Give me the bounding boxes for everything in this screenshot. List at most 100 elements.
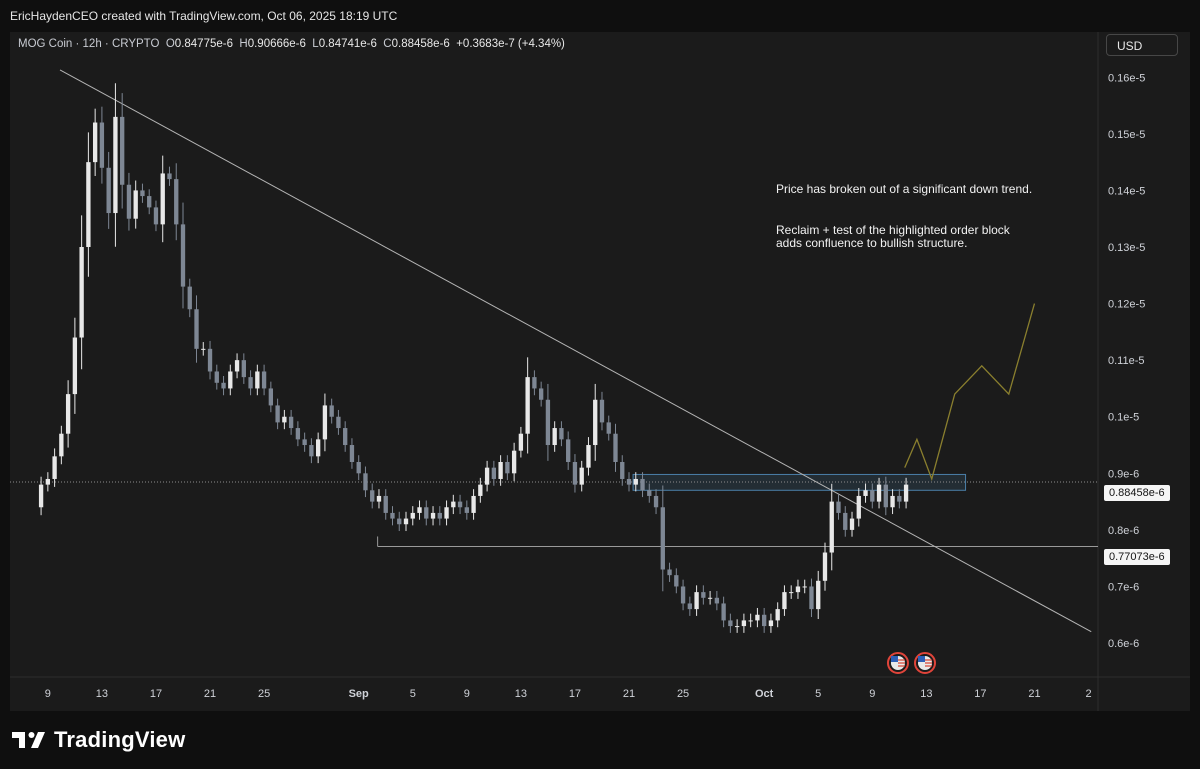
candle-body	[295, 428, 301, 440]
y-tick-label: 0.7e-6	[1108, 581, 1139, 593]
candle-body	[782, 592, 787, 610]
candle-body	[775, 609, 780, 621]
candle-body	[836, 501, 841, 513]
candle-body	[349, 445, 355, 462]
candle-body	[52, 456, 57, 479]
candle-body	[484, 467, 490, 485]
y-tick-label: 0.1e-5	[1108, 412, 1139, 424]
candle-body	[140, 190, 145, 197]
candle-body	[248, 377, 253, 389]
candle-body	[167, 173, 172, 180]
candle-body	[356, 462, 361, 474]
candle-body	[234, 360, 240, 372]
candle-body	[99, 122, 105, 168]
candle-body	[809, 586, 814, 610]
candle-body	[816, 580, 821, 610]
x-tick-label: 21	[1028, 688, 1040, 700]
y-tick-label: 0.13e-5	[1108, 242, 1145, 254]
annotation-breakout: Price has broken out of a significant do…	[776, 182, 1033, 196]
candle-body	[802, 586, 807, 588]
candle-body	[214, 371, 219, 383]
candle-body	[160, 173, 165, 225]
x-tick-label: 17	[974, 688, 986, 700]
level-price-tag: 0.77073e-6	[1104, 549, 1170, 565]
chart-panel[interactable]: 0.16e-5 0.15e-5 0.14e-5 0.13e-5 0.12e-5 0.11e…	[10, 32, 1190, 711]
us-flag-canton	[890, 656, 898, 662]
candle-body	[579, 467, 584, 485]
candle-body	[593, 399, 598, 446]
tradingview-logo[interactable]: TradingView	[12, 727, 185, 753]
candle-body	[741, 620, 747, 627]
candle-body	[288, 416, 294, 429]
open-key: O	[165, 38, 175, 50]
candle-body	[59, 433, 64, 457]
tradingview-wordmark: TradingView	[54, 727, 186, 752]
y-tick-label: 0.15e-5	[1108, 129, 1145, 141]
candle-body	[599, 399, 605, 423]
candle-body	[430, 512, 436, 519]
candle-body	[478, 484, 483, 496]
candle-body	[207, 348, 213, 372]
y-tick-label: 0.14e-5	[1108, 185, 1145, 197]
candle-body	[410, 512, 415, 519]
price-chart[interactable]: 0.16e-5 0.15e-5 0.14e-5 0.13e-5 0.12e-5 0.11e…	[10, 32, 1190, 711]
x-tick-label: 25	[677, 688, 689, 700]
credit-text: EricHaydenCEO created with TradingView.c…	[10, 9, 398, 23]
candle-body	[762, 614, 767, 627]
x-tick-label: 2	[1085, 688, 1091, 700]
candle-body	[586, 445, 591, 468]
candle-body	[870, 490, 875, 502]
y-tick-label: 0.12e-5	[1108, 299, 1145, 311]
x-tick-label: 17	[569, 688, 581, 700]
candle-body	[667, 569, 672, 576]
x-tick-label: 21	[204, 688, 216, 700]
current-price-tag: 0.88458e-6	[1104, 485, 1170, 501]
candle-body	[863, 490, 868, 496]
candle-body	[606, 422, 611, 434]
candle-body	[566, 439, 571, 462]
x-tick-label: 13	[515, 688, 527, 700]
candle-body	[315, 439, 321, 457]
x-tick-label: 21	[623, 688, 635, 700]
candle-body	[471, 495, 476, 513]
tradingview-logo-icon	[12, 732, 45, 748]
candle-body	[525, 377, 530, 434]
candle-body	[903, 484, 909, 502]
candle-body	[559, 428, 564, 440]
candle-body	[424, 507, 429, 519]
x-tick-label: 5	[410, 688, 416, 700]
candle-body	[343, 428, 348, 446]
candle-body	[897, 495, 902, 502]
candle-body	[883, 484, 888, 508]
open-value: 0.84775e-6	[174, 38, 233, 50]
candle-body	[153, 207, 159, 225]
candle-body	[843, 512, 848, 530]
x-tick-label: 17	[150, 688, 162, 700]
candle-body	[457, 501, 463, 508]
candle-body	[789, 592, 794, 594]
candle-body	[45, 478, 51, 485]
candle-body	[511, 450, 517, 474]
high-value: 0.90666e-6	[247, 38, 306, 50]
candle-body	[680, 586, 686, 604]
ohlc-legend: MOG Coin · 12h · CRYPTO O0.84775e-6 H0.9…	[18, 38, 565, 50]
us-flag-canton	[918, 656, 926, 662]
candle-body	[856, 495, 861, 519]
x-tick-label: 9	[869, 688, 875, 700]
candle-body	[653, 495, 659, 508]
candle-body	[518, 433, 524, 451]
candle-body	[282, 416, 287, 423]
y-tick-label: 0.11e-5	[1108, 355, 1145, 367]
candle-body	[322, 405, 328, 440]
symbol-label[interactable]: MOG Coin · 12h · CRYPTO	[18, 38, 160, 50]
close-key: C	[383, 38, 392, 50]
low-key: L	[312, 38, 319, 50]
candle-body	[647, 490, 652, 496]
annotation-reclaim-line2: adds confluence to bullish structure.	[776, 236, 968, 250]
x-tick-label: 5	[815, 688, 821, 700]
candle-body	[390, 512, 395, 519]
x-tick-label: 9	[464, 688, 470, 700]
currency-button[interactable]: USD	[1106, 34, 1178, 56]
candle-body	[38, 484, 44, 508]
candle-body	[241, 360, 246, 378]
